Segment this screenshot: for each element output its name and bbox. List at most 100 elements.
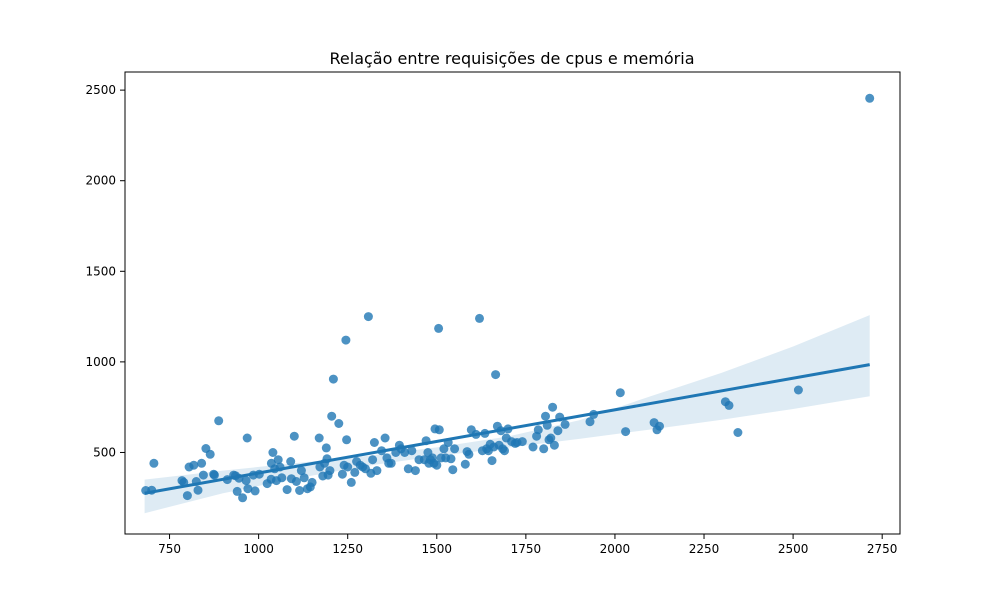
data-point [307, 477, 317, 487]
data-point [368, 455, 378, 465]
data-point [410, 466, 420, 476]
data-point [517, 437, 527, 447]
data-point [273, 455, 283, 465]
x-tick-label: 750 [158, 542, 181, 556]
data-point [400, 448, 410, 457]
data-point [286, 457, 296, 466]
data-point [372, 466, 382, 476]
data-point [528, 442, 538, 452]
data-point [149, 458, 159, 468]
data-point [487, 456, 497, 466]
data-point [296, 466, 306, 476]
data-point [289, 431, 299, 441]
data-point [403, 464, 413, 474]
data-point [238, 493, 248, 503]
data-point [197, 458, 207, 468]
data-point [334, 419, 344, 428]
y-tick-label: 1500 [85, 264, 116, 278]
data-point [241, 476, 251, 486]
data-point [464, 449, 474, 459]
data-point [343, 462, 353, 472]
regression-line-layer [144, 363, 870, 495]
data-point [434, 323, 444, 333]
data-point [615, 388, 625, 398]
data-point [299, 473, 309, 483]
data-point [386, 458, 396, 468]
x-tick-label: 2500 [778, 542, 809, 556]
data-point [432, 460, 442, 470]
data-point [341, 335, 351, 345]
data-point [337, 469, 347, 479]
data-point [214, 416, 224, 426]
regression-line [144, 363, 870, 495]
data-point [291, 477, 301, 486]
data-point [446, 454, 456, 464]
x-tick-label: 1500 [422, 542, 453, 556]
data-point [500, 446, 509, 456]
data-point [327, 411, 337, 421]
data-point [655, 421, 664, 431]
data-point [865, 93, 875, 103]
data-point [328, 374, 338, 384]
points-layer [141, 93, 875, 503]
data-point [193, 485, 203, 495]
data-point [198, 470, 208, 480]
data-point [350, 467, 360, 477]
data-point [268, 448, 278, 457]
data-point [548, 402, 558, 412]
data-point [621, 427, 631, 437]
y-tick-label: 500 [93, 445, 116, 459]
data-point [314, 433, 324, 443]
data-point [242, 433, 252, 443]
x-axis: 750 1000 1250 1500 1750 2000 2250 2500 2750 [158, 534, 897, 556]
data-point [295, 486, 305, 495]
data-point [243, 484, 253, 494]
x-tick-label: 1750 [511, 542, 542, 556]
data-point [546, 433, 556, 443]
plot-frame [124, 71, 901, 535]
data-point [282, 485, 292, 495]
data-point [553, 426, 563, 436]
data-point [491, 370, 501, 380]
data-point [232, 486, 242, 496]
data-point [407, 446, 417, 456]
data-point [460, 459, 470, 469]
data-point [450, 444, 460, 454]
data-point [733, 428, 743, 437]
x-tick-label: 1000 [243, 542, 274, 556]
data-point [793, 385, 803, 395]
data-point [209, 470, 219, 480]
y-axis: 500 1000 1500 2000 2500 [85, 83, 125, 459]
data-point [439, 444, 449, 454]
data-point [380, 433, 390, 443]
data-point [475, 313, 484, 323]
data-point [434, 425, 444, 435]
data-point [205, 449, 215, 459]
y-tick-label: 1000 [85, 355, 116, 369]
data-point [533, 425, 543, 435]
x-tick-label: 2250 [689, 542, 720, 556]
data-point [363, 312, 373, 322]
x-tick-label: 2750 [867, 542, 898, 556]
data-point [250, 486, 260, 496]
data-point [189, 460, 199, 470]
y-tick-label: 2500 [85, 83, 116, 97]
y-tick-label: 2000 [85, 174, 116, 188]
x-tick-label: 1250 [332, 542, 363, 556]
data-point [549, 440, 559, 450]
data-point [277, 473, 287, 483]
data-point [541, 411, 550, 421]
data-point [369, 438, 379, 447]
data-point [539, 444, 549, 454]
data-point [321, 443, 331, 453]
data-point [342, 435, 352, 445]
chart-title: Relação entre requisições de cpus e memó… [330, 49, 695, 68]
data-point [448, 465, 458, 475]
data-point [724, 400, 734, 410]
data-point [325, 466, 335, 476]
data-point [560, 419, 570, 429]
data-point [182, 491, 192, 501]
data-point [346, 477, 356, 487]
